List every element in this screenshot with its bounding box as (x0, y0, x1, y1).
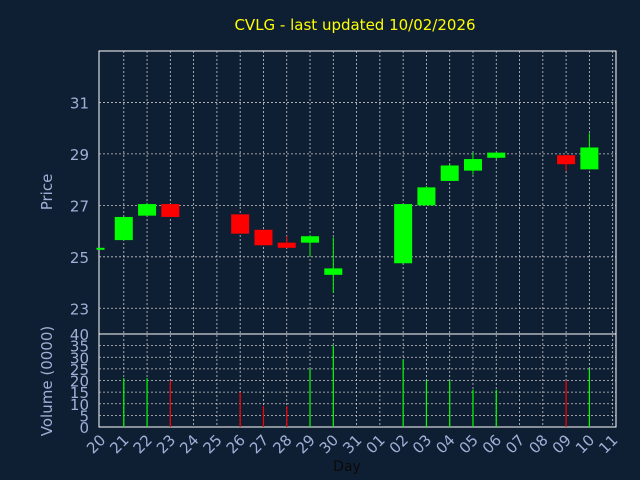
price-tick-27: 27 (70, 197, 89, 215)
candle-body-22 (138, 204, 157, 216)
candle-body-21 (114, 216, 133, 241)
price-y-ticks: 23 25 27 29 31 (70, 94, 89, 318)
candle-body-02 (394, 204, 413, 264)
x-ticks: 2021222324252627282930310102030405060708… (83, 431, 621, 457)
x-axis-label: Day (333, 459, 361, 475)
candle-10 (580, 133, 599, 170)
volume-tick-5: 5 (79, 407, 89, 425)
candle-body-29 (301, 236, 320, 243)
price-panel-frame (98, 50, 617, 335)
volume-tick-25: 25 (70, 361, 89, 379)
price-axis-label: Price (38, 174, 56, 211)
candle-21 (114, 216, 133, 241)
candle-body-30 (324, 268, 343, 275)
candle-body-28 (277, 242, 296, 248)
volume-tick-10: 10 (70, 396, 89, 414)
candle-09 (557, 155, 576, 171)
candle-body-26 (231, 214, 250, 234)
candle-body-05 (463, 159, 482, 171)
candle-body-10 (580, 147, 599, 170)
candle-body-03 (417, 187, 436, 206)
candle-body-06 (487, 152, 506, 158)
volume-tick-30: 30 (70, 349, 89, 367)
candle-body-23 (161, 204, 180, 217)
candle-30 (324, 237, 343, 293)
price-tick-31: 31 (70, 94, 89, 112)
candle-26 (231, 214, 250, 234)
candle-27 (254, 229, 273, 246)
candles (96, 133, 599, 293)
volume-tick-40: 40 (70, 326, 89, 344)
candle-22 (138, 202, 157, 216)
price-tick-23: 23 (70, 300, 89, 318)
volume-tick-35: 35 (70, 338, 89, 356)
candle-06 (487, 152, 506, 160)
candle-20 (96, 247, 105, 250)
candle-body-27 (254, 229, 273, 246)
candle-body-04 (440, 165, 459, 181)
volume-bars (123, 345, 590, 427)
candle-body-09 (557, 155, 576, 165)
price-tick-29: 29 (70, 146, 89, 164)
candle-02 (394, 204, 413, 264)
candle-23 (161, 204, 180, 217)
volume-tick-20: 20 (70, 373, 89, 391)
volume-tick-0: 0 (79, 419, 89, 437)
candle-body-20 (96, 247, 105, 250)
candle-04 (440, 164, 459, 181)
volume-axis-label: Volume (0000) (38, 326, 56, 436)
x-tick-11: 11 (595, 431, 621, 457)
candle-29 (301, 234, 320, 257)
volume-tick-15: 15 (70, 384, 89, 402)
chart-title: CVLG - last updated 10/02/2026 (234, 16, 475, 34)
candle-03 (417, 186, 436, 206)
price-tick-25: 25 (70, 249, 89, 267)
grid-lines (99, 51, 616, 427)
candle-05 (463, 152, 482, 175)
candle-28 (277, 236, 296, 248)
